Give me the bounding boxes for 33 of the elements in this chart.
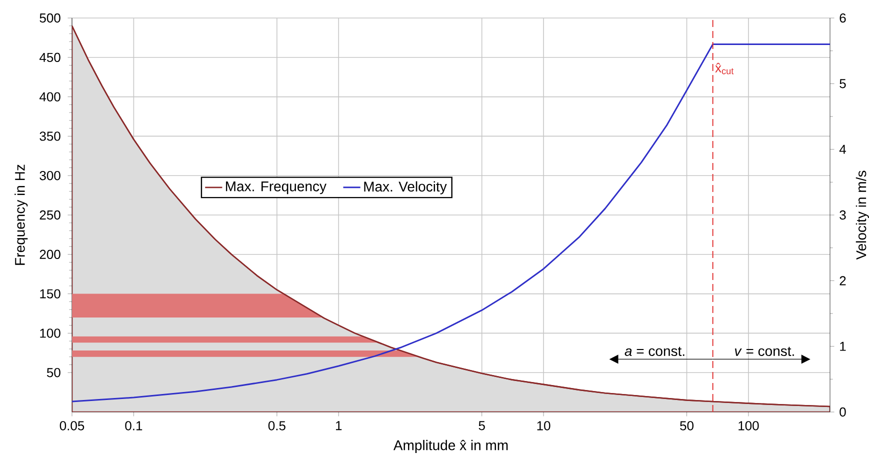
x-axis-title: Amplitude x̂ in mm (393, 440, 508, 453)
legend-label: Max. Velocity (364, 181, 447, 194)
y-tick-label: 150 (40, 289, 60, 298)
x-tick-label: 0.05 (60, 421, 84, 430)
y2-tick-label: 2 (840, 276, 846, 286)
x-tick-label: 0.1 (125, 421, 142, 430)
y-tick-label: 100 (40, 328, 60, 338)
x-tick-label: 50 (680, 421, 694, 430)
y-tick-label: 350 (40, 132, 60, 141)
y-axis-title: Frequency in Hz (14, 164, 28, 265)
y2-axis-title: Velocity in m/s (856, 170, 869, 260)
x-tick-label: 0.5 (268, 421, 286, 430)
y-tick-label: 500 (40, 13, 60, 23)
x-tick-label: 1 (336, 421, 342, 430)
y2-tick-label: 4 (839, 144, 846, 154)
y-tick-label: 250 (40, 210, 60, 220)
y-tick-label: 300 (40, 170, 60, 180)
x-tick-label: 100 (738, 421, 759, 430)
y-tick-label: 450 (39, 52, 60, 62)
y-tick-label: 50 (46, 368, 60, 378)
y2-tick-label: 5 (840, 79, 846, 88)
y-tick-label: 200 (40, 250, 60, 259)
y2-tick-label: 0 (840, 407, 846, 417)
x-tick-label: 5 (478, 421, 485, 430)
y2-tick-label: 3 (840, 210, 846, 220)
legend-label: Max. Frequency (226, 182, 326, 194)
x-tick-label: 10 (537, 421, 550, 430)
annotation: v = const. (734, 346, 794, 356)
ref-line-label: x̂$_{cut}$ (715, 62, 734, 74)
y-tick-label: 400 (39, 92, 60, 102)
y2-tick-label: 6 (840, 13, 846, 23)
annotation: a = const. (624, 346, 684, 356)
y2-tick-label: 1 (840, 342, 846, 351)
